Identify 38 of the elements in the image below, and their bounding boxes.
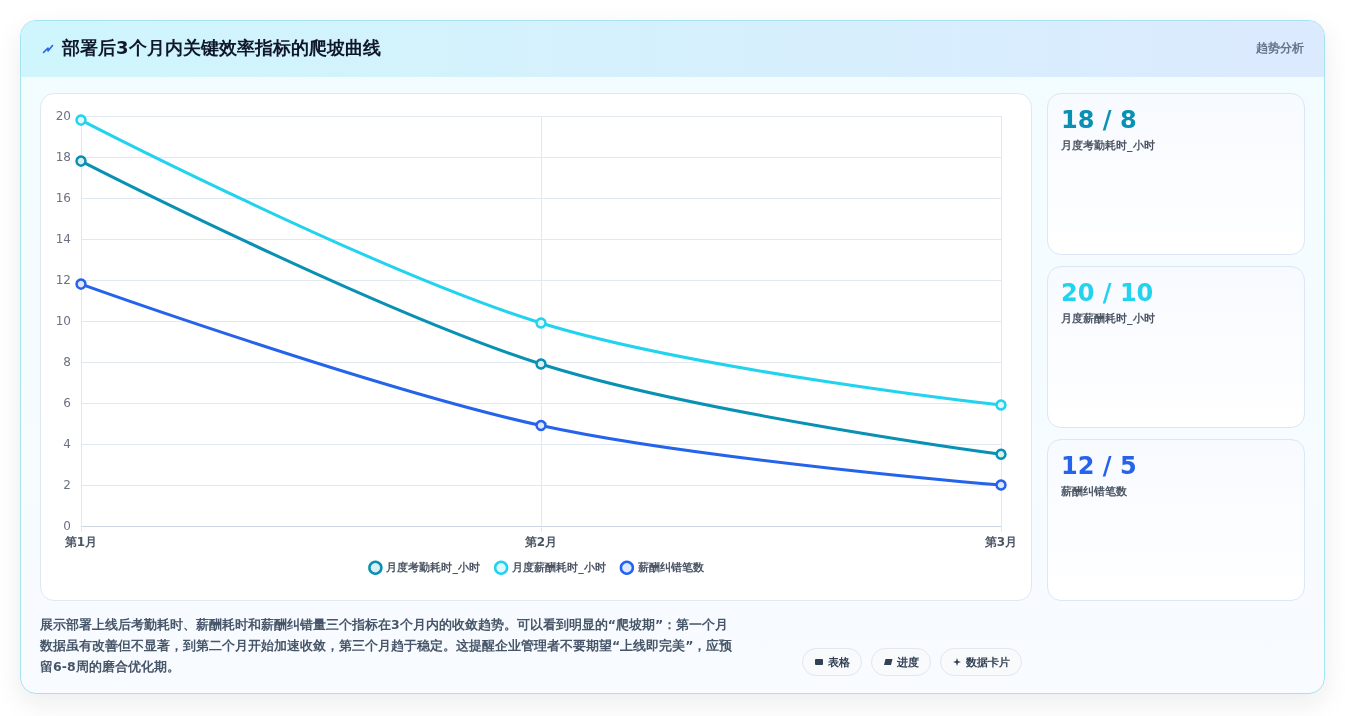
- text: 18 / 8: [1061, 106, 1137, 134]
- y-tick-label: 16: [55, 191, 71, 205]
- y-tick-label: 0: [63, 519, 71, 533]
- point: [535, 317, 547, 329]
- point: [75, 278, 87, 290]
- text: 12 / 5: [1061, 452, 1137, 480]
- text: 表格: [828, 654, 850, 670]
- text: 进度: [897, 654, 919, 670]
- legend-label: 薪酬纠错笔数: [636, 561, 705, 575]
- point: [535, 358, 547, 370]
- point: [995, 479, 1007, 491]
- point: [995, 448, 1007, 460]
- legend-label: 月度薪酬耗时_小时: [511, 561, 606, 575]
- y-tick-label: 20: [55, 109, 71, 123]
- point: [75, 114, 87, 126]
- text: 20 / 10: [1061, 279, 1154, 307]
- text: 月度考勤耗时_小时: [1061, 138, 1155, 154]
- x-tick-label: 第3月: [983, 535, 1018, 549]
- text: 薪酬纠错笔数: [1061, 484, 1127, 500]
- y-tick-label: 18: [55, 150, 71, 164]
- y-tick-label: 12: [55, 273, 71, 287]
- y-tick-label: 2: [63, 478, 71, 492]
- legend-label: 月度考勤耗时_小时: [385, 561, 480, 575]
- text: 展示部署上线后考勤耗时、薪酬耗时和薪酬纠错量三个指标在3个月内的收敛趋势。可以看到明显的“爬坡期”：第一个月数据虽有改善但不显著，到第二个月开始加速收敛，第三个月趋于稳定。这提醒企业管理者不要期望“上线即完美”，应预留6-8周的磨合优化期。: [40, 616, 734, 676]
- text: 数据卡片: [966, 654, 1010, 670]
- text: 趋势分析: [1256, 40, 1304, 57]
- x-tick-label: 第1月: [63, 535, 98, 549]
- y-tick-label: 6: [63, 396, 71, 410]
- x-tick-label: 第2月: [523, 535, 558, 549]
- point: [995, 399, 1007, 411]
- y-tick-label: 14: [55, 232, 71, 246]
- text: 月度薪酬耗时_小时: [1061, 311, 1155, 327]
- point: [75, 155, 87, 167]
- y-tick-label: 4: [63, 437, 71, 451]
- point: [535, 419, 547, 432]
- y-tick-label: 10: [55, 314, 71, 328]
- y-tick-label: 8: [63, 355, 71, 369]
- chart-title: 部署后3个月内关键效率指标的爬坡曲线: [62, 36, 381, 60]
